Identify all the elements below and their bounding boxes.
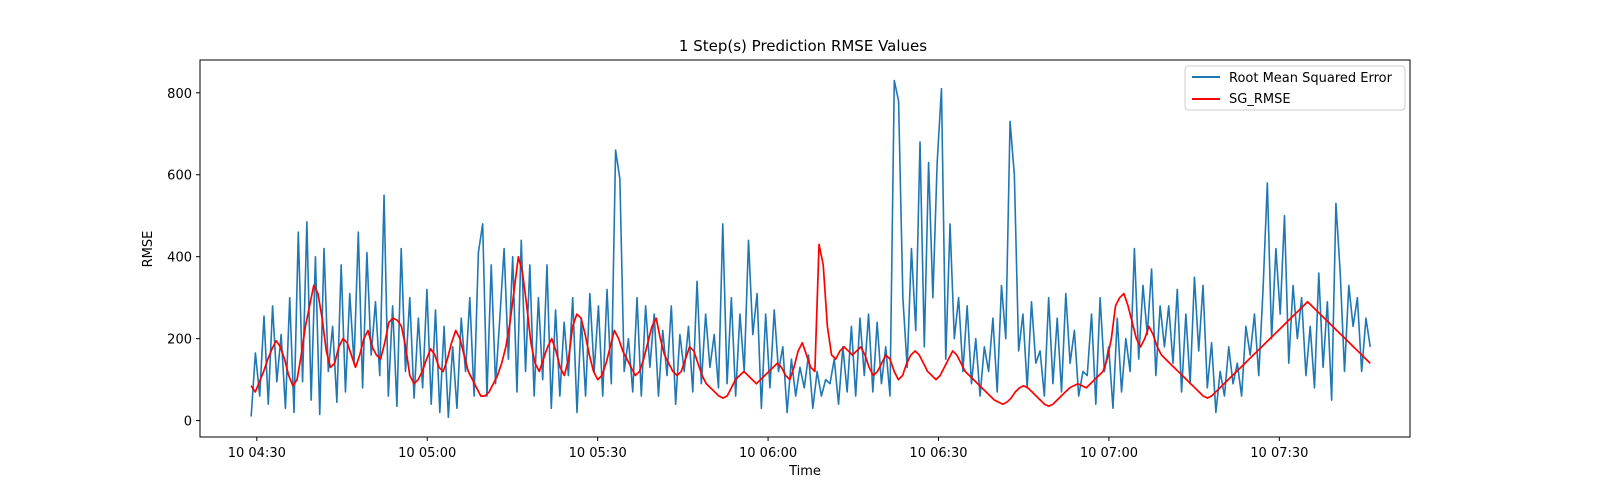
x-tick-label: 10 04:30 xyxy=(228,446,286,461)
chart-title: 1 Step(s) Prediction RMSE Values xyxy=(679,37,927,55)
plot-lines xyxy=(250,79,1372,419)
legend-box xyxy=(1184,65,1406,111)
legend-label-rmse: Root Mean Squared Error xyxy=(1229,71,1393,86)
series-line-sg-rmse xyxy=(250,243,1371,408)
y-tick-label: 600 xyxy=(167,169,192,184)
x-tick-label: 10 07:00 xyxy=(1080,446,1138,461)
x-axis-label: Time xyxy=(788,464,821,479)
x-axis-ticks: 10 04:30 10 05:00 10 05:30 10 06:00 10 06:30… xyxy=(228,437,1308,461)
legend: Root Mean Squared Error SG_RMSE xyxy=(1184,65,1406,111)
legend-label-sg-rmse: SG_RMSE xyxy=(1229,92,1291,107)
x-tick-label: 10 06:30 xyxy=(909,446,967,461)
y-tick-label: 800 xyxy=(167,87,192,102)
y-tick-label: 200 xyxy=(167,333,192,348)
x-tick-label: 10 05:00 xyxy=(398,446,456,461)
x-tick-label: 10 05:30 xyxy=(569,446,627,461)
plot-frame xyxy=(199,59,1411,438)
y-axis-ticks: 0 200 400 600 800 xyxy=(167,87,200,430)
x-tick-label: 10 06:00 xyxy=(739,446,797,461)
x-tick-label: 10 07:30 xyxy=(1250,446,1308,461)
y-tick-label: 0 xyxy=(184,415,192,430)
y-axis-label: RMSE xyxy=(141,231,156,268)
y-tick-label: 400 xyxy=(167,251,192,266)
